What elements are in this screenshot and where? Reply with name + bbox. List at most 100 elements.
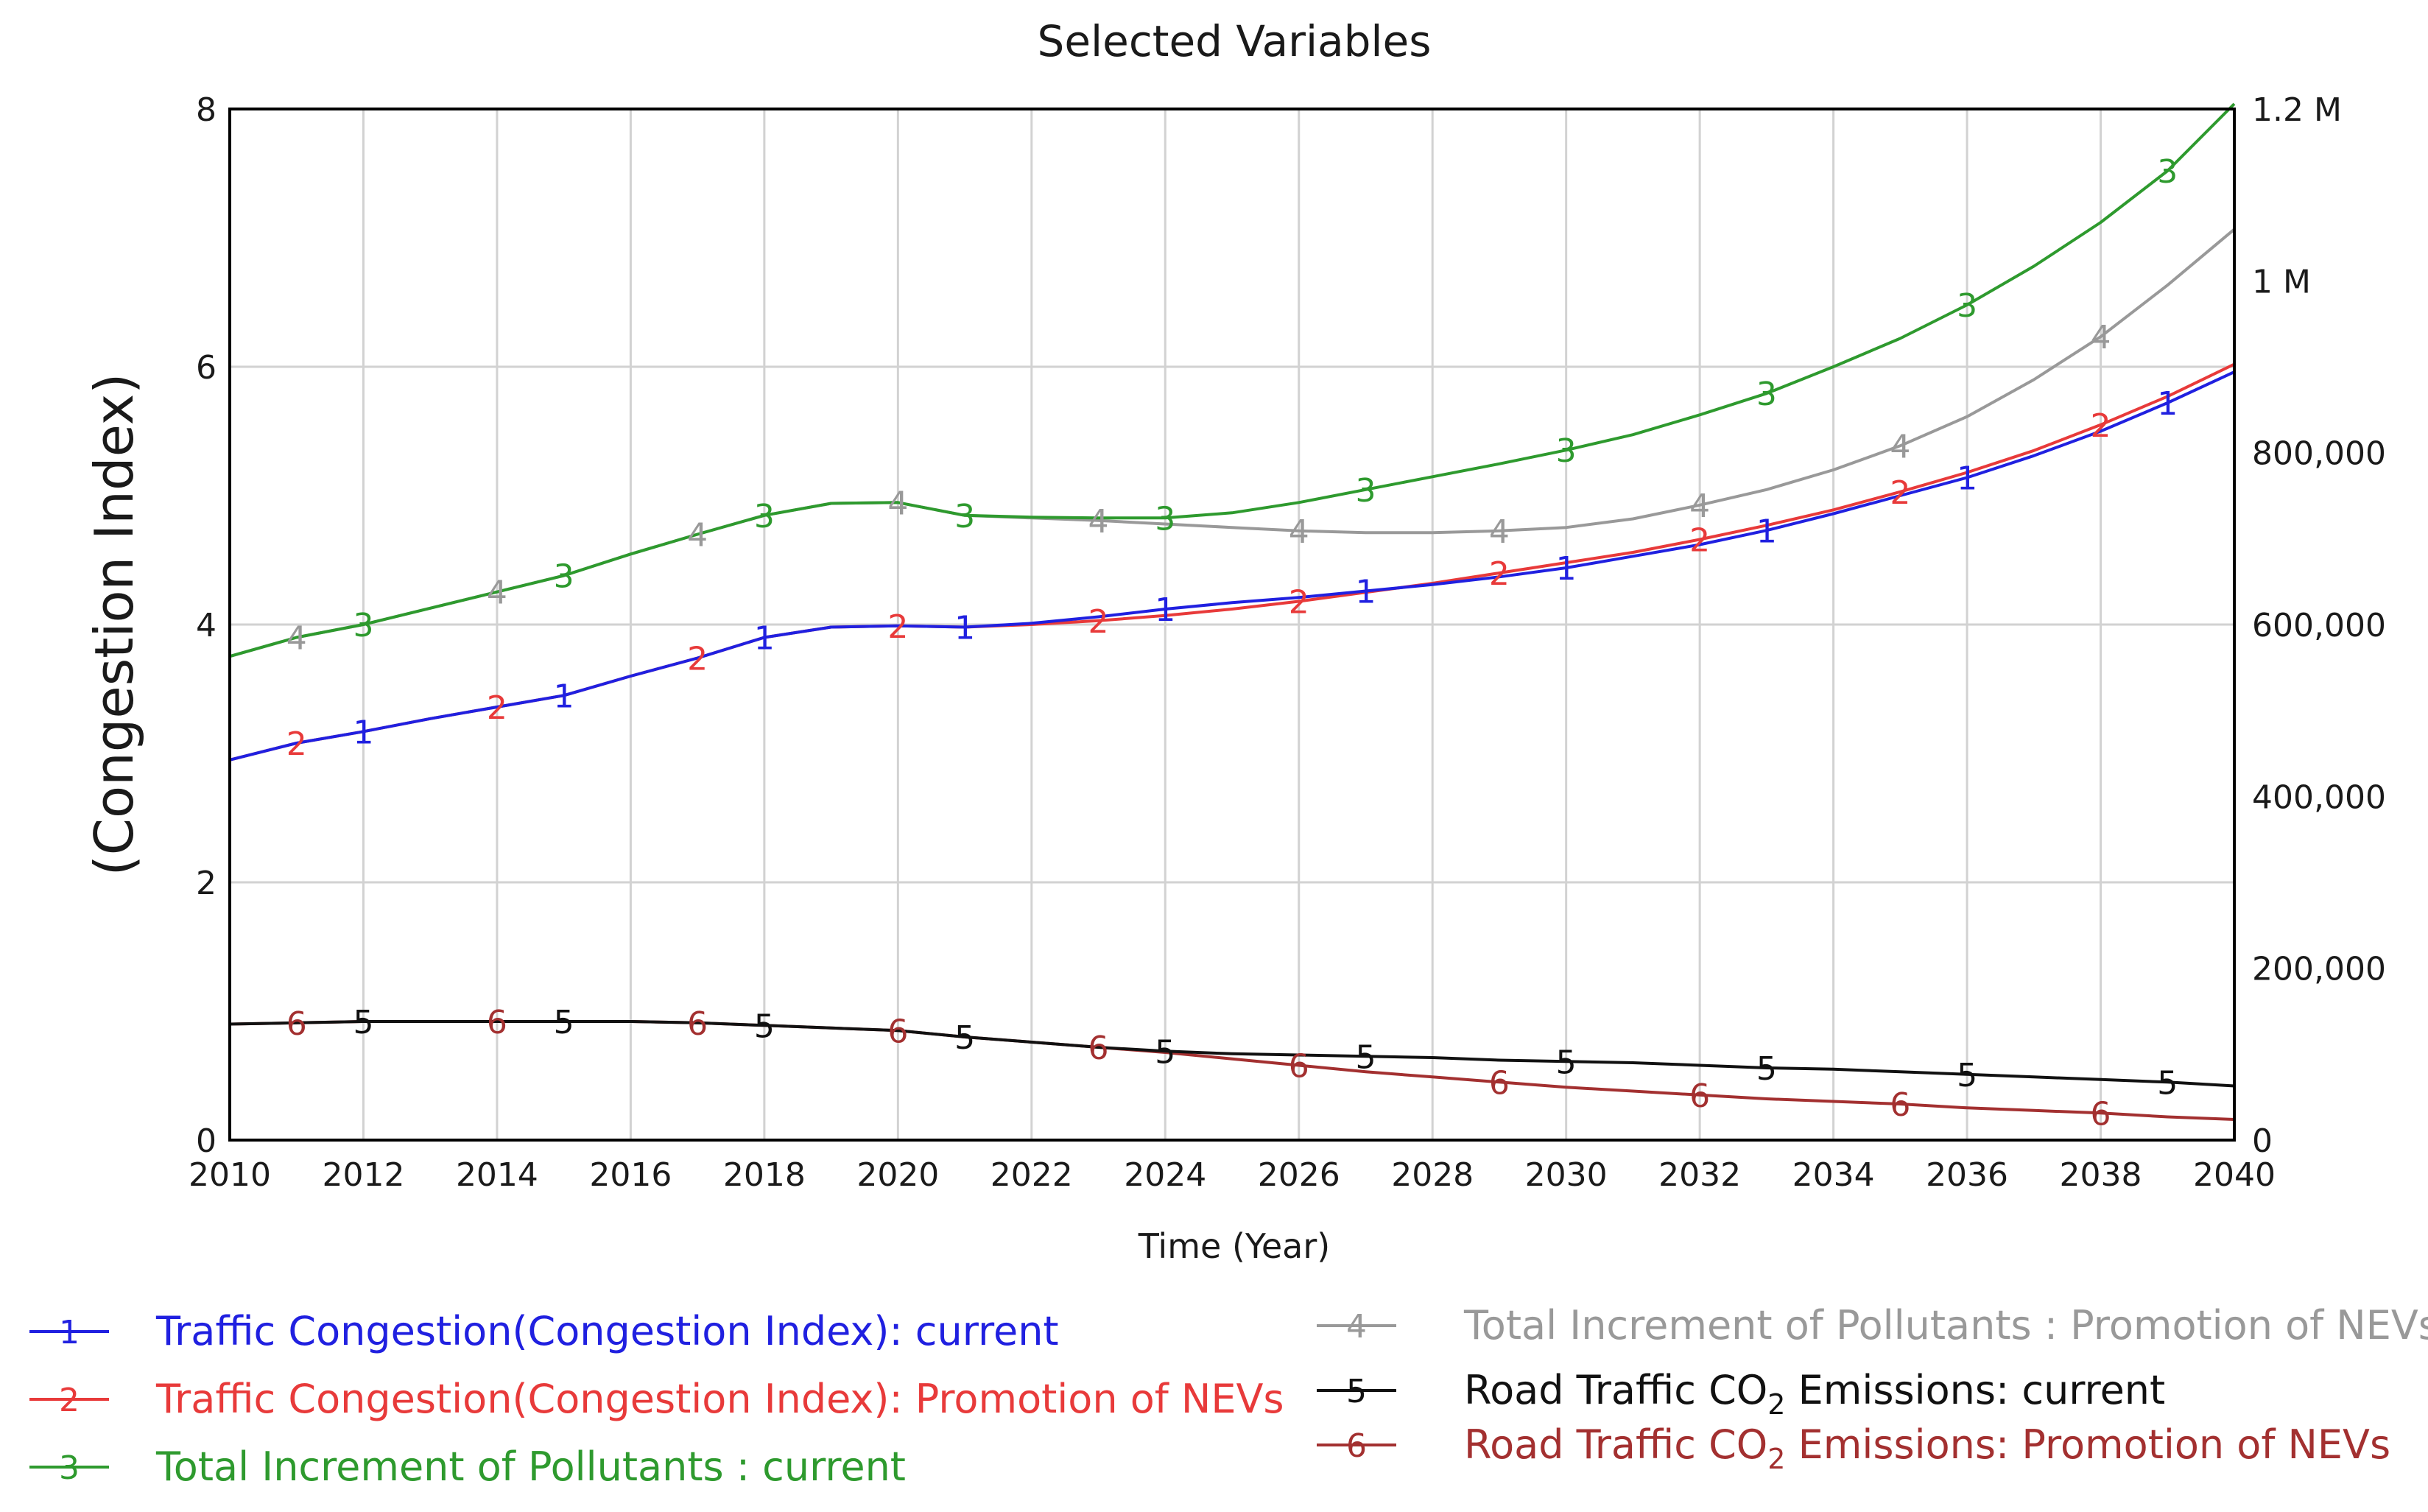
grid	[228, 108, 2236, 1142]
chart-title: Selected Variables	[1038, 16, 1432, 66]
series-marker-6: 6	[1890, 1086, 1910, 1124]
series-marker-3: 3	[2157, 153, 2178, 191]
x-tick-label: 2026	[1258, 1156, 1340, 1194]
legend-label: Road Traffic CO2 Emissions: Promotion of…	[1464, 1421, 2390, 1475]
series-marker-5: 5	[1556, 1044, 1577, 1081]
y2-tick-label: 1 M	[2252, 263, 2311, 300]
legend-label-subscript: 2	[1767, 1443, 1785, 1475]
series-marker-3: 3	[1756, 376, 1777, 413]
series-marker-6: 6	[887, 1013, 908, 1050]
y-tick-label: 8	[196, 91, 217, 129]
x-tick-label: 2018	[723, 1156, 806, 1194]
x-tick-label: 2024	[1124, 1156, 1206, 1194]
series-marker-1: 1	[754, 620, 775, 658]
series-marker-4: 4	[286, 620, 307, 658]
legend-label: Road Traffic CO2 Emissions: current	[1464, 1367, 2165, 1421]
legend-label: Traffic Congestion(Congestion Index): Pr…	[155, 1376, 1284, 1422]
series-line-1	[229, 370, 2235, 762]
x-tick-label: 2038	[2060, 1156, 2142, 1194]
series-marker-2: 2	[687, 641, 708, 678]
series-marker-3: 3	[1155, 500, 1175, 538]
legend-swatch-marker: 3	[59, 1449, 80, 1487]
series-marker-4: 4	[887, 485, 908, 522]
series-line-6	[229, 1020, 2235, 1121]
legend-label-part: Road Traffic CO	[1464, 1367, 1767, 1413]
x-tick-label: 2028	[1391, 1156, 1474, 1194]
x-tick-label: 2040	[2193, 1156, 2276, 1194]
series-marker-2: 2	[1088, 603, 1109, 641]
series-marker-4: 4	[2091, 319, 2111, 356]
series-marker-1: 1	[353, 714, 373, 751]
legend-label-subscript: 2	[1767, 1388, 1785, 1421]
series-marker-1: 1	[954, 610, 975, 647]
series-marker-1: 1	[1756, 513, 1777, 550]
plot-frame	[228, 108, 2236, 1142]
x-tick-label: 2030	[1525, 1156, 1608, 1194]
x-tick-label: 2036	[1926, 1156, 2008, 1194]
series-marker-3: 3	[554, 558, 574, 596]
series-marker-4: 4	[1088, 503, 1109, 541]
x-tick-label: 2016	[589, 1156, 672, 1194]
series-marker-5: 5	[2157, 1064, 2178, 1102]
series-line-5	[229, 1020, 2235, 1088]
series-marker-1: 1	[2157, 385, 2178, 423]
x-tick-label: 2034	[1792, 1156, 1875, 1194]
series-line-4	[229, 228, 2236, 658]
y2-tick-label: 1.2 M	[2252, 91, 2342, 129]
series-marker-3: 3	[1556, 432, 1577, 470]
series-marker-3: 3	[954, 498, 975, 535]
series-marker-5: 5	[353, 1004, 373, 1041]
series-marker-1: 1	[554, 678, 574, 715]
series-marker-4: 4	[1489, 513, 1510, 551]
series-marker-5: 5	[1155, 1033, 1175, 1071]
series-marker-1: 1	[1155, 591, 1175, 629]
series-marker-5: 5	[754, 1008, 775, 1045]
series-marker-3: 3	[754, 498, 775, 535]
series-marker-6: 6	[2091, 1095, 2111, 1133]
legend-swatch-marker: 1	[59, 1314, 80, 1351]
series-marker-5: 5	[554, 1004, 574, 1041]
legend-label-part: Road Traffic CO	[1464, 1421, 1767, 1468]
series-marker-2: 2	[1289, 584, 1309, 622]
series-marker-2: 2	[487, 689, 507, 727]
series-marker-2: 2	[286, 725, 307, 763]
y2-tick-label: 400,000	[2252, 778, 2386, 816]
series-marker-6: 6	[487, 1004, 507, 1041]
x-tick-label: 2022	[990, 1156, 1073, 1194]
series-marker-4: 4	[687, 517, 708, 555]
x-tick-label: 2010	[189, 1156, 271, 1194]
series-marker-6: 6	[1489, 1064, 1510, 1102]
y2-tick-label: 600,000	[2252, 607, 2386, 644]
series-marker-5: 5	[954, 1019, 975, 1057]
series-marker-6: 6	[687, 1005, 708, 1043]
x-tick-label: 2032	[1658, 1156, 1741, 1194]
y2-tick-label: 800,000	[2252, 435, 2386, 473]
legend-label-part: Emissions: current	[1785, 1367, 2165, 1413]
y-tick-label: 6	[196, 349, 217, 387]
series-marker-1: 1	[1556, 550, 1577, 588]
y2-tick-label: 200,000	[2252, 951, 2386, 988]
x-axis-ticks: 2010 2012 2014 2016 2018 2020 2022 2024 2026 2028…	[189, 1156, 2276, 1194]
legend-swatch-marker: 5	[1346, 1373, 1367, 1410]
y-axis-ticks: 0 2 4 6 8	[196, 91, 217, 1160]
series-marker-1: 1	[1957, 460, 1977, 498]
legend-label: Total Increment of Pollutants : current	[155, 1444, 906, 1490]
series-marker-5: 5	[1355, 1038, 1376, 1076]
series-markers: 1 1 1 1 1 1 1 1 1 1 2 2 2 2 2 2 2 2 2 2 3 3 3 3 3 3 3 3 3 3 4 4 4 4 4 4 4 4 4 4…	[286, 153, 2178, 1133]
series-marker-4: 4	[487, 574, 507, 612]
series-marker-2: 2	[1689, 522, 1710, 560]
legend-swatch-marker: 6	[1346, 1427, 1367, 1465]
series-marker-5: 5	[1957, 1057, 1977, 1094]
series-marker-2: 2	[2091, 407, 2111, 445]
series-marker-4: 4	[1689, 488, 1710, 525]
series-marker-3: 3	[353, 607, 373, 644]
series-marker-2: 2	[887, 608, 908, 646]
series-marker-4: 4	[1289, 513, 1309, 551]
series-marker-1: 1	[1355, 574, 1376, 611]
series-marker-3: 3	[1355, 472, 1376, 510]
legend-swatch-marker: 4	[1346, 1308, 1367, 1346]
legend-label: Traffic Congestion(Congestion Index): cu…	[155, 1308, 1059, 1354]
x-tick-label: 2020	[856, 1156, 939, 1194]
series-marker-6: 6	[1289, 1048, 1309, 1086]
